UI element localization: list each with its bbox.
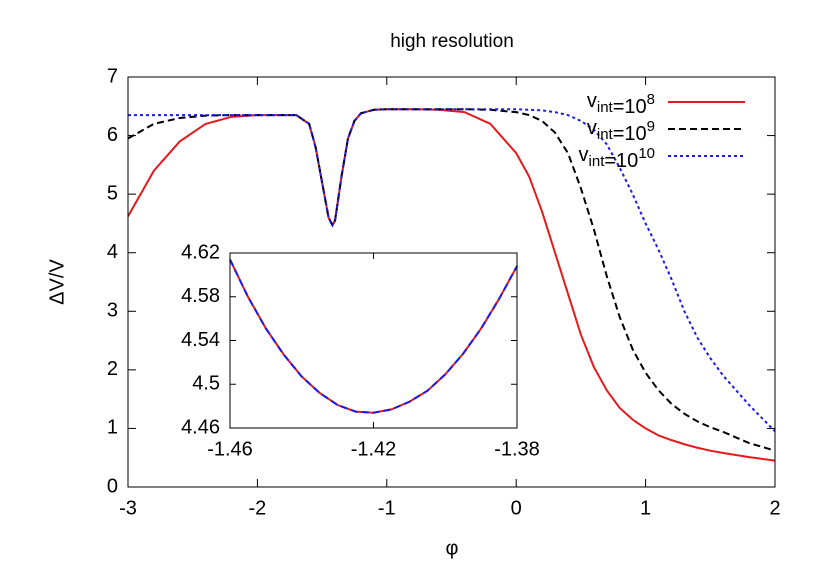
y-tick-label: 5: [107, 182, 118, 204]
x-tick-label: -1.38: [494, 438, 540, 460]
x-tick-label: -1.42: [351, 438, 397, 460]
y-tick-label: 2: [107, 358, 118, 380]
legend-label: vint=109: [587, 117, 655, 145]
y-tick-label: 7: [107, 65, 118, 87]
data-line: [127, 108, 776, 452]
y-tick-label: 3: [107, 300, 118, 322]
data-line: [128, 108, 776, 433]
legend-label: vint=1010: [579, 144, 655, 172]
y-tick-label: 1: [107, 417, 118, 439]
legend-label: vint=108: [587, 90, 655, 118]
x-axis-label: φ: [446, 537, 459, 559]
x-tick-label: 1: [640, 497, 651, 519]
y-tick-label: 4.58: [181, 285, 220, 307]
y-tick-label: 4.46: [181, 416, 220, 438]
x-tick-label: 2: [769, 497, 780, 519]
y-tick-label: 0: [107, 475, 118, 497]
y-tick-label: 6: [107, 124, 118, 146]
x-tick-label: -1.46: [207, 438, 253, 460]
data-line: [229, 259, 518, 414]
y-tick-label: 4.5: [192, 373, 220, 395]
y-tick-label: 4.54: [181, 329, 220, 351]
chart-title: high resolution: [390, 31, 514, 52]
x-tick-label: 0: [511, 497, 522, 519]
plot-frame: [127, 76, 776, 488]
y-tick-label: 4.62: [181, 241, 220, 263]
x-tick-label: -1: [378, 497, 396, 519]
x-tick-label: -3: [119, 497, 137, 519]
x-tick-label: -2: [249, 497, 267, 519]
plot-area: [230, 253, 517, 428]
y-axis-label: ΔV/V: [46, 259, 68, 305]
plot-frame: [229, 252, 518, 429]
y-tick-label: 4: [107, 241, 118, 263]
